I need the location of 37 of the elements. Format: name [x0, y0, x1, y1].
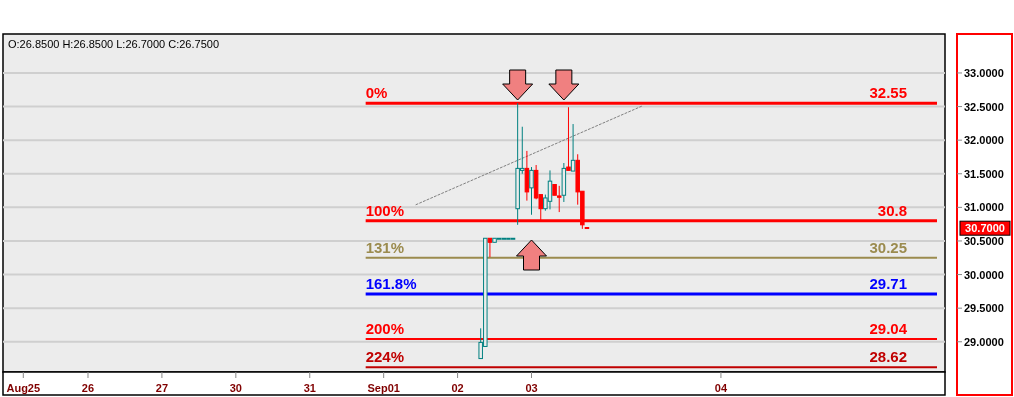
- x-tick-label: 30: [229, 382, 242, 394]
- ref-line-label: 30.25: [869, 238, 907, 256]
- annotation: O:26.8500 H:26.8500 L:26.7000 C:26.7500: [8, 38, 220, 50]
- candlestick: [529, 166, 534, 216]
- x-tick-label: 31: [303, 382, 316, 394]
- ref-line-label: 30.8: [877, 201, 907, 219]
- y-tick-label: 32.0000: [964, 134, 1004, 147]
- x-tick-label: 27: [155, 382, 169, 394]
- annotation: 0%: [365, 84, 388, 102]
- y-tick-label: 30.5000: [964, 234, 1004, 247]
- y-tick-label: 32.5000: [964, 100, 1004, 113]
- ref-line-label: 28.62: [869, 348, 907, 366]
- annotation: 200%: [365, 320, 405, 338]
- y-tick-label: 33.0000: [964, 66, 1004, 79]
- x-tick-label: Aug25: [6, 382, 41, 394]
- candlestick: [487, 237, 493, 258]
- y-tick-label: 31.0000: [964, 201, 1004, 214]
- x-tick-label: 02: [451, 382, 464, 394]
- annotation: 224%: [365, 348, 405, 366]
- y-tick-label: 31.5000: [964, 167, 1004, 180]
- y-tick-label: 29.0000: [964, 335, 1004, 348]
- annotation: 100%: [365, 201, 405, 219]
- x-tick-label: 04: [714, 382, 728, 394]
- ref-line-label: 29.71: [869, 275, 907, 293]
- annotation: 131%: [365, 238, 405, 256]
- candlestick: [566, 106, 571, 171]
- x-tick-label: 03: [525, 382, 538, 394]
- text: 30.7000: [965, 222, 1005, 235]
- y-tick-label: 30.0000: [964, 268, 1004, 281]
- y-tick-label: 29.5000: [964, 302, 1004, 315]
- annotation: 161.8%: [365, 275, 417, 293]
- ref-line-label: 32.55: [869, 84, 907, 102]
- x-tick-label: Sep01: [367, 382, 400, 394]
- candlestick: [570, 123, 576, 172]
- ref-line-label: 29.04: [869, 320, 908, 338]
- candlestick: [524, 150, 530, 202]
- x-tick-label: 26: [81, 382, 95, 394]
